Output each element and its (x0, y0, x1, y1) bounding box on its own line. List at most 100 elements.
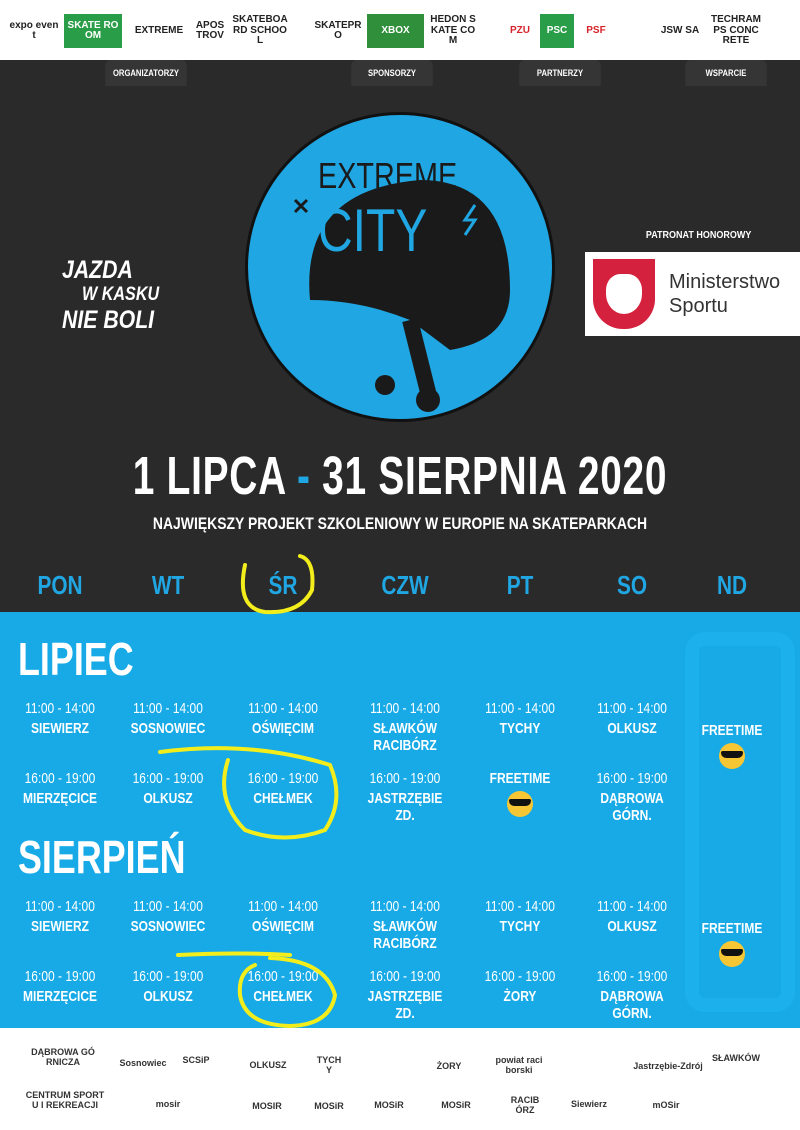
schedule-cell: 11:00 - 14:00 TYCHY (465, 898, 575, 935)
subtitle: NAJWIĘKSZY PROJEKT SZKOLENIOWY W EUROPIE… (152, 514, 648, 533)
time-slot: 16:00 - 19:00 (132, 968, 204, 985)
city-name: OLKUSZ (607, 918, 657, 935)
time-slot: 16:00 - 19:00 (24, 968, 96, 985)
time-slot: 11:00 - 14:00 (248, 898, 318, 915)
event-dates: 1 LIPCA - 31 SIERPNIA 2020 (4, 446, 796, 506)
logo-psc: PSC (540, 14, 574, 48)
month-heading: SIERPIEŃ (18, 831, 186, 883)
logo-jsw-sa: JSW SA (660, 24, 700, 36)
schedule-cell: 11:00 - 14:00 SŁAWKÓW RACIBÓRZ (350, 898, 460, 952)
time-slot: 11:00 - 14:00 (25, 898, 95, 915)
partner-logo: CENTRUM SPORTU I REKREACJI (25, 1090, 105, 1110)
partner-logo: OLKUSZ (249, 1060, 287, 1070)
polish-eagle-icon (593, 259, 655, 329)
city-name: TYCHY (499, 918, 541, 935)
partner-logo (570, 1045, 604, 1085)
schedule-cell: 11:00 - 14:00 TYCHY (465, 700, 575, 737)
partner-logo: Sosnowiec (119, 1057, 167, 1068)
city-name: MIERZĘCICE (22, 988, 97, 1005)
city-name: SOSNOWIEC (130, 720, 206, 737)
city-name: CHEŁMEK (253, 988, 313, 1005)
time-slot: 11:00 - 14:00 (370, 898, 440, 915)
schedule-cell: FREETIME (465, 770, 575, 817)
schedule-cell: 11:00 - 14:00 SIEWIERZ (5, 700, 115, 737)
schedule-cell: 16:00 - 19:00 DĄBROWA GÓRN. (577, 968, 687, 1022)
watermark-shape (685, 632, 795, 1012)
partner-logo: mosir (155, 1099, 181, 1109)
date-dash: - (296, 446, 311, 506)
schedule-cell: FREETIME (677, 920, 787, 967)
partner-logo: DĄBROWA GÓRNICZA (31, 1047, 95, 1067)
schedule-cell: 16:00 - 19:00 ŻORY (465, 968, 575, 1005)
time-slot: 11:00 - 14:00 (133, 898, 203, 915)
partner-logo: MOSiR (441, 1100, 471, 1110)
logo-psf: PSF (586, 24, 606, 36)
city-name: SŁAWKÓW RACIBÓRZ (373, 918, 437, 952)
ministry-logo: Ministerstwo Sportu (585, 252, 800, 336)
month-heading: LIPIEC (18, 633, 134, 685)
city-name: OLKUSZ (143, 790, 193, 807)
logo-pzu-seal: PZU (510, 24, 530, 36)
city-name: DĄBROWA GÓRN. (600, 988, 664, 1022)
schedule-cell: 16:00 - 19:00 JASTRZĘBIE ZD. (350, 968, 460, 1022)
slogan-line: W KASKU (82, 284, 160, 305)
logo-xbox: XBOX (367, 14, 424, 48)
time-slot: 11:00 - 14:00 (597, 898, 667, 915)
patronat-label: PATRONAT HONOROWY (645, 230, 752, 241)
partner-logo: ŻORY (436, 1061, 462, 1071)
partner-logo: SŁAWKÓW (712, 1053, 760, 1063)
partner-logo: MOSiR (374, 1100, 404, 1110)
logo-techramps: TECHRAMPS CONCRETE (711, 14, 761, 47)
city-name: SOSNOWIEC (130, 918, 206, 935)
schedule-cell: 11:00 - 14:00 OŚWIĘCIM (228, 700, 338, 737)
city-name: SŁAWKÓW RACIBÓRZ (373, 720, 437, 754)
time-slot: 16:00 - 19:00 (247, 968, 319, 985)
schedule-cell: 16:00 - 19:00 OLKUSZ (113, 770, 223, 807)
time-slot: 11:00 - 14:00 (597, 700, 667, 717)
day-header: PON (37, 570, 83, 600)
helmet-icon (293, 180, 510, 412)
hero-title-city: CITY (318, 197, 428, 264)
sunglasses-emoji-icon (719, 941, 745, 967)
schedule-cell: 16:00 - 19:00 JASTRZĘBIE ZD. (350, 770, 460, 824)
ministry-name: Ministerstwo (669, 271, 781, 293)
time-slot: 16:00 - 19:00 (132, 770, 204, 787)
day-header: ND (716, 570, 748, 600)
end-date: 31 SIERPNIA 2020 (322, 446, 668, 506)
time-slot: 11:00 - 14:00 (485, 898, 555, 915)
partner-logo: TYCHY (316, 1055, 342, 1075)
ministry-name: Sportu (669, 295, 728, 317)
partner-logo: powiat raciborski (495, 1055, 543, 1075)
logo-apostrov: APOSTROV (195, 19, 225, 41)
city-name: SIEWIERZ (30, 720, 89, 737)
time-slot: 16:00 - 19:00 (24, 770, 96, 787)
city-name: FREETIME (701, 920, 763, 937)
time-slot: 16:00 - 19:00 (596, 968, 668, 985)
schedule-cell: 11:00 - 14:00 OŚWIĘCIM (228, 898, 338, 935)
city-name: TYCHY (499, 720, 541, 737)
time-slot: 11:00 - 14:00 (485, 700, 555, 717)
hero-title-extreme: EXTREME (318, 155, 458, 196)
partners-logo-bar (0, 1028, 800, 1130)
schedule-section (0, 612, 800, 1028)
day-header: WT (151, 570, 185, 600)
tab-label: WSPARCIE (685, 60, 767, 86)
tab-label: SPONSORZY (351, 60, 433, 86)
partner-logo: MOSiR (314, 1101, 344, 1111)
day-header: ŚR (268, 570, 298, 600)
schedule-cell: 16:00 - 19:00 CHEŁMEK (228, 968, 338, 1005)
time-slot: 16:00 - 19:00 (247, 770, 319, 787)
city-name: CHEŁMEK (253, 790, 313, 807)
city-name: JASTRZĘBIE ZD. (367, 790, 443, 824)
schedule-cell: 16:00 - 19:00 MIERZĘCICE (5, 770, 115, 807)
logo-skate-room: SKATE ROOM (64, 14, 122, 48)
city-name: OŚWIĘCIM (252, 720, 314, 737)
schedule-cell: 11:00 - 14:00 OLKUSZ (577, 700, 687, 737)
city-name: OLKUSZ (143, 988, 193, 1005)
schedule-cell: 11:00 - 14:00 OLKUSZ (577, 898, 687, 935)
logo-extreme: EXTREME (134, 24, 184, 36)
schedule-cell: 11:00 - 14:00 SOSNOWIEC (113, 898, 223, 935)
sunglasses-emoji-icon (507, 791, 533, 817)
partner-logo (722, 1086, 750, 1122)
partner-logo: RACIBÓRZ (510, 1095, 540, 1115)
